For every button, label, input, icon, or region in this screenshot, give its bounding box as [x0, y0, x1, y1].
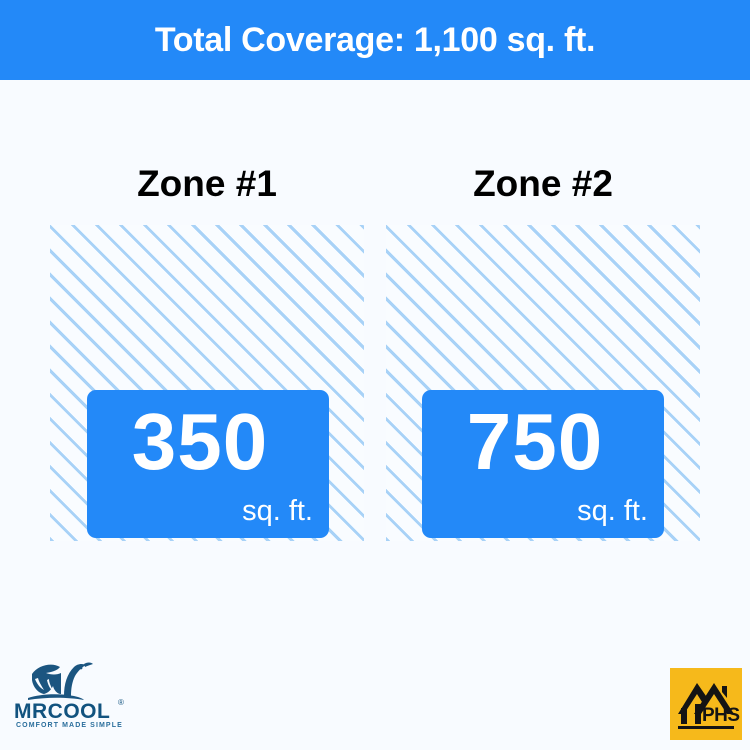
header-bar: Total Coverage: 1,100 sq. ft. — [0, 0, 750, 80]
brand-tagline: COMFORT MADE SIMPLE — [16, 722, 123, 729]
zone-label-1: Zone #1 — [137, 163, 277, 204]
zone-value-number-1: 350 — [131, 397, 269, 486]
polar-bear-icon — [24, 660, 100, 702]
partner-logo: PHS — [670, 668, 742, 740]
zone-value-unit-2: sq. ft. — [577, 495, 648, 527]
brand-logo: MRCOOL ® COMFORT MADE SIMPLE — [14, 660, 134, 734]
partner-logo-text: PHS — [702, 705, 740, 726]
zone-value-unit-1: sq. ft. — [242, 495, 313, 527]
brand-wordmark: MRCOOL — [14, 700, 111, 723]
zone-label-2: Zone #2 — [473, 163, 613, 204]
house-roof-icon — [678, 683, 734, 729]
page-title: Total Coverage: 1,100 sq. ft. — [154, 21, 596, 59]
zones-area: Zone #1 Zone #2 350 sq. ft. 750 sq. ft. — [0, 80, 750, 650]
zone-value-number-2: 750 — [466, 397, 604, 486]
zone-value-box-1: 350 sq. ft. — [87, 390, 329, 538]
zone-value-box-2: 750 sq. ft. — [422, 390, 664, 538]
brand-registered-mark: ® — [118, 698, 124, 707]
